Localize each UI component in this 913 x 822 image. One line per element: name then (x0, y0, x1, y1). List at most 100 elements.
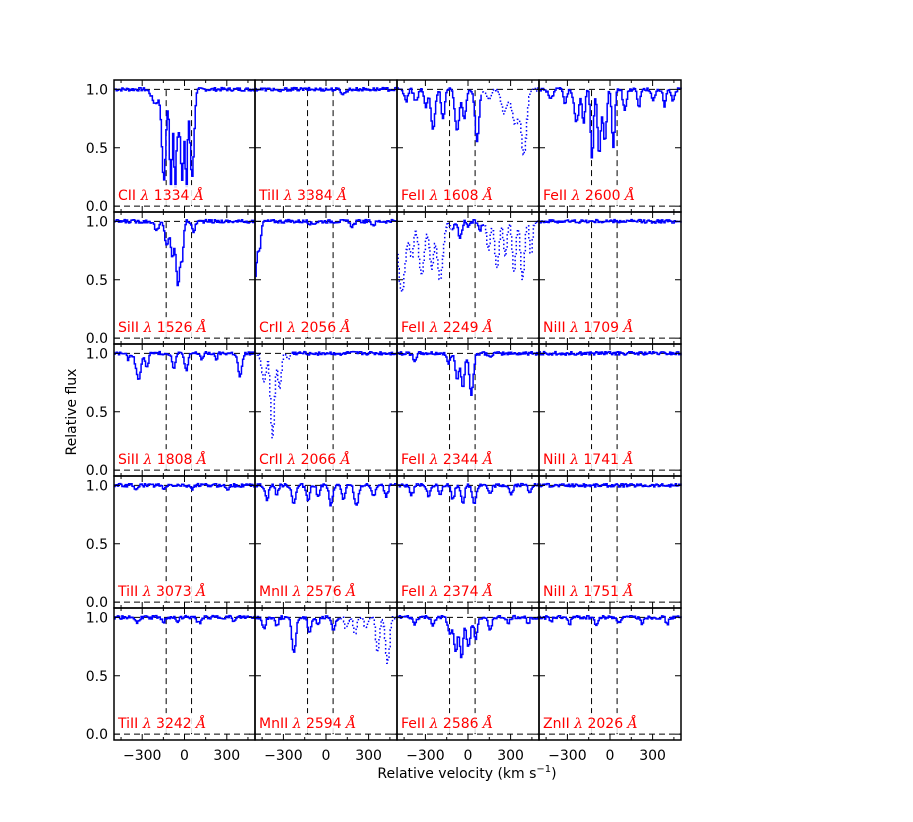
spectrum-line (539, 87, 682, 159)
spectrum-line-blended (397, 221, 452, 293)
panel-mnii-2576: MnII λ 2576 Å (254, 475, 398, 609)
panel-label: NiII λ 1741 Å (543, 450, 634, 468)
panel-label: FeII λ 2249 Å (401, 318, 493, 336)
panel-feii-2249: FeII λ 2249 Å (396, 211, 540, 345)
spectrum-line (255, 615, 340, 653)
panel-tiii-3242: TiII λ 3242 Å 0.0 0.5 1.0 −300 0 300 (86, 607, 256, 764)
spectrum-line-blended (484, 220, 540, 281)
panel-label: TiII λ 3242 Å (117, 714, 206, 732)
panel-label-bg (257, 581, 359, 601)
panel-label: MnII λ 2576 Å (259, 582, 356, 600)
panel-cii-1334: CII λ 1334 Å 0.0 0.5 1.0 (86, 79, 256, 215)
y-tick-label: 0.5 (86, 273, 108, 289)
panel-label-bg (541, 185, 638, 205)
panel-siii-1808: SiII λ 1808 Å 0.0 0.5 1.0 (86, 343, 256, 479)
y-tick-label: 1.0 (86, 610, 108, 626)
panel-label-bg (399, 185, 496, 205)
spectrum-line (114, 350, 256, 380)
y-tick-label: 0.5 (86, 141, 108, 157)
panel-feii-2374: FeII λ 2374 Å (396, 475, 540, 609)
x-tick-label: −300 (123, 748, 161, 764)
panel-feii-2586: FeII λ 2586 Å −300 0 300 (396, 607, 540, 764)
spectrum-line (539, 218, 682, 224)
panel-label-bg (257, 449, 353, 469)
panel-label-bg (116, 449, 210, 469)
panel-label-bg (541, 581, 636, 601)
spectrum-line (255, 86, 398, 96)
panel-niii-1709: NiII λ 1709 Å (538, 211, 682, 345)
panel-label: FeII λ 2600 Å (543, 186, 635, 204)
panel-label-bg (399, 449, 496, 469)
panel-crii-2056: CrII λ 2056 Å (254, 211, 398, 345)
y-tick-label: 1.0 (86, 346, 108, 362)
x-tick-label: 0 (180, 748, 189, 764)
panel-frame (538, 607, 682, 741)
spectrum-line (397, 350, 540, 397)
spectrum-line (539, 482, 682, 488)
panel-label: ZnII λ 2026 Å (543, 714, 638, 732)
y-tick-label: 0.0 (86, 463, 108, 479)
panel-niii-1741: NiII λ 1741 Å (538, 343, 682, 477)
y-tick-label: 1.0 (86, 478, 108, 494)
panel-label: FeII λ 2586 Å (401, 714, 493, 732)
panel-znii-2026: ZnII λ 2026 Å −300 0 300 (538, 607, 682, 764)
y-tick-label: 1.0 (86, 82, 108, 98)
panel-label-bg (257, 317, 353, 337)
spectrum-line (114, 86, 256, 188)
panel-label-bg (115, 581, 209, 601)
spectrum-line (539, 350, 682, 356)
x-tick-label: −300 (406, 748, 444, 764)
spectrum-line-blended (255, 352, 291, 439)
panel-label-bg (257, 713, 359, 733)
panel-label: MnII λ 2594 Å (259, 714, 356, 732)
panel-label: CrII λ 2056 Å (259, 318, 351, 336)
panel-label-bg (399, 713, 496, 733)
panel-label: FeII λ 1608 Å (401, 186, 493, 204)
y-tick-label: 0.5 (86, 405, 108, 421)
panel-tiii-3073: TiII λ 3073 Å 0.0 0.5 1.0 (86, 475, 256, 611)
x-tick-label: 0 (464, 748, 473, 764)
panel-label-bg (116, 185, 207, 205)
x-tick-label: −300 (548, 748, 586, 764)
panel-label-bg (399, 581, 496, 601)
x-tick-label: −300 (264, 748, 302, 764)
spectrum-line (114, 218, 256, 287)
panel-label-bg (399, 317, 496, 337)
panel-label: NiII λ 1709 Å (543, 318, 634, 336)
panel-feii-2600: FeII λ 2600 Å (538, 79, 682, 213)
y-tick-label: 0.0 (86, 595, 108, 611)
panel-label: TiII λ 3073 Å (117, 582, 206, 600)
panel-label-bg (116, 317, 210, 337)
x-tick-label: 300 (213, 748, 240, 764)
spectrum-line (255, 482, 398, 507)
spectrum-line (539, 614, 682, 627)
x-axis-label: Relative velocity (km s−1) (377, 764, 556, 782)
x-tick-label: 300 (497, 748, 524, 764)
panel-label: SiII λ 1808 Å (118, 450, 207, 468)
panel-label-bg (115, 713, 209, 733)
panel-label-bg (541, 713, 640, 733)
panel-label: CrII λ 2066 Å (259, 450, 351, 468)
y-tick-label: 0.0 (86, 331, 108, 347)
spectrum-line (397, 614, 540, 659)
y-axis-label: Relative flux (64, 369, 80, 456)
panel-tiii-3384: TiII λ 3384 Å (254, 79, 398, 213)
spectrum-line (114, 614, 256, 625)
y-tick-label: 0.0 (86, 199, 108, 215)
spectrum-line (114, 482, 256, 491)
panel-label: CII λ 1334 Å (118, 186, 204, 204)
panels-layer: CII λ 1334 Å 0.0 0.5 1.0 TiII λ 3384 Å FeII λ… (86, 79, 682, 764)
spectrum-line-blended (340, 615, 398, 664)
panel-niii-1751: NiII λ 1751 Å (538, 475, 682, 609)
y-tick-label: 0.0 (86, 727, 108, 743)
spectrum-line (451, 219, 485, 240)
panel-label: NiII λ 1751 Å (543, 582, 634, 600)
x-tick-label: 0 (322, 748, 331, 764)
panel-label: TiII λ 3384 Å (258, 186, 347, 204)
panel-crii-2066: CrII λ 2066 Å (254, 343, 398, 477)
y-tick-label: 1.0 (86, 214, 108, 230)
x-tick-label: 0 (606, 748, 615, 764)
spectrum-line (291, 350, 398, 356)
panel-label-bg (256, 185, 350, 205)
